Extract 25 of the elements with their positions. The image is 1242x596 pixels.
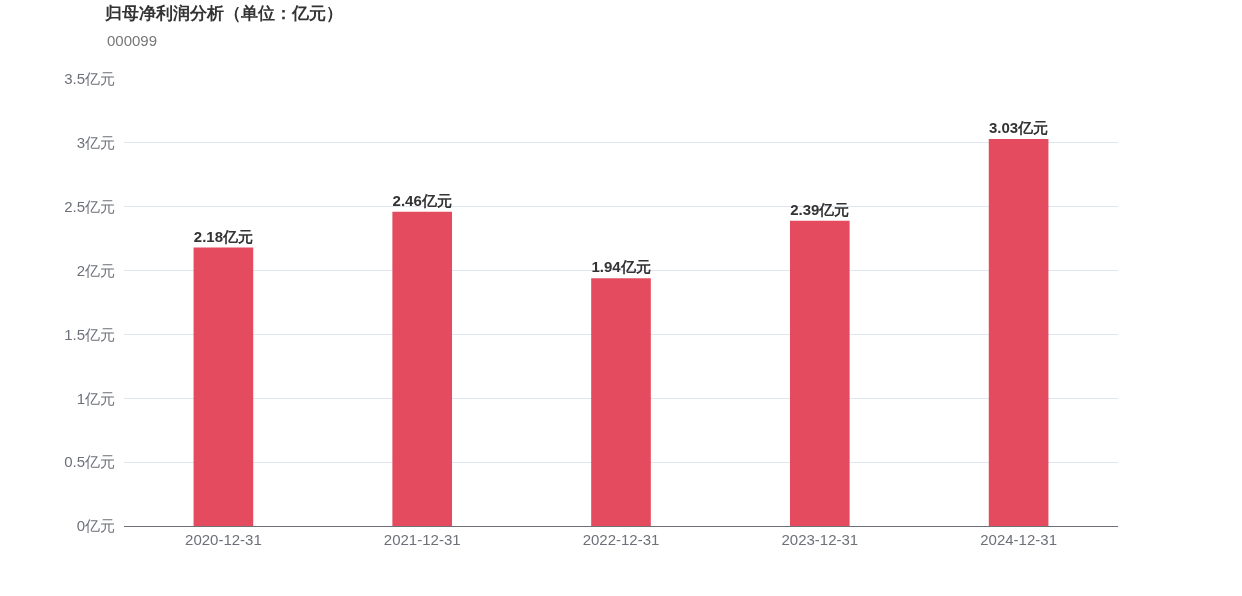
y-tick-label: 2亿元 — [76, 261, 115, 279]
data-label: 2.18亿元 — [193, 227, 253, 245]
data-label: 2.39亿元 — [790, 200, 850, 218]
x-tick-label: 2020-12-31 — [185, 531, 262, 548]
data-label: 1.94亿元 — [591, 258, 651, 276]
y-tick-label: 0亿元 — [76, 517, 115, 535]
bar — [392, 211, 453, 526]
data-label: 2.46亿元 — [392, 191, 452, 209]
y-tick-label: 0.5亿元 — [64, 453, 115, 471]
x-tick-label: 2021-12-31 — [383, 531, 461, 548]
chart-title: 归母净利润分析（单位：亿元） — [104, 3, 343, 23]
x-tick-label: 2022-12-31 — [582, 531, 660, 548]
y-tick-label: 2.5亿元 — [64, 197, 115, 215]
data-label: 3.03亿元 — [989, 119, 1049, 137]
bar — [193, 247, 254, 526]
bar — [591, 278, 651, 526]
x-tick-label: 2023-12-31 — [781, 531, 859, 548]
bar — [988, 139, 1049, 526]
bar — [789, 220, 850, 526]
y-tick-label: 3.5亿元 — [64, 70, 115, 88]
y-tick-label: 1亿元 — [76, 389, 115, 407]
x-tick-label: 2024-12-31 — [980, 531, 1057, 548]
chart-subtitle: 000099 — [107, 32, 158, 49]
y-tick-label: 3亿元 — [76, 134, 115, 152]
y-tick-label: 1.5亿元 — [64, 325, 115, 343]
